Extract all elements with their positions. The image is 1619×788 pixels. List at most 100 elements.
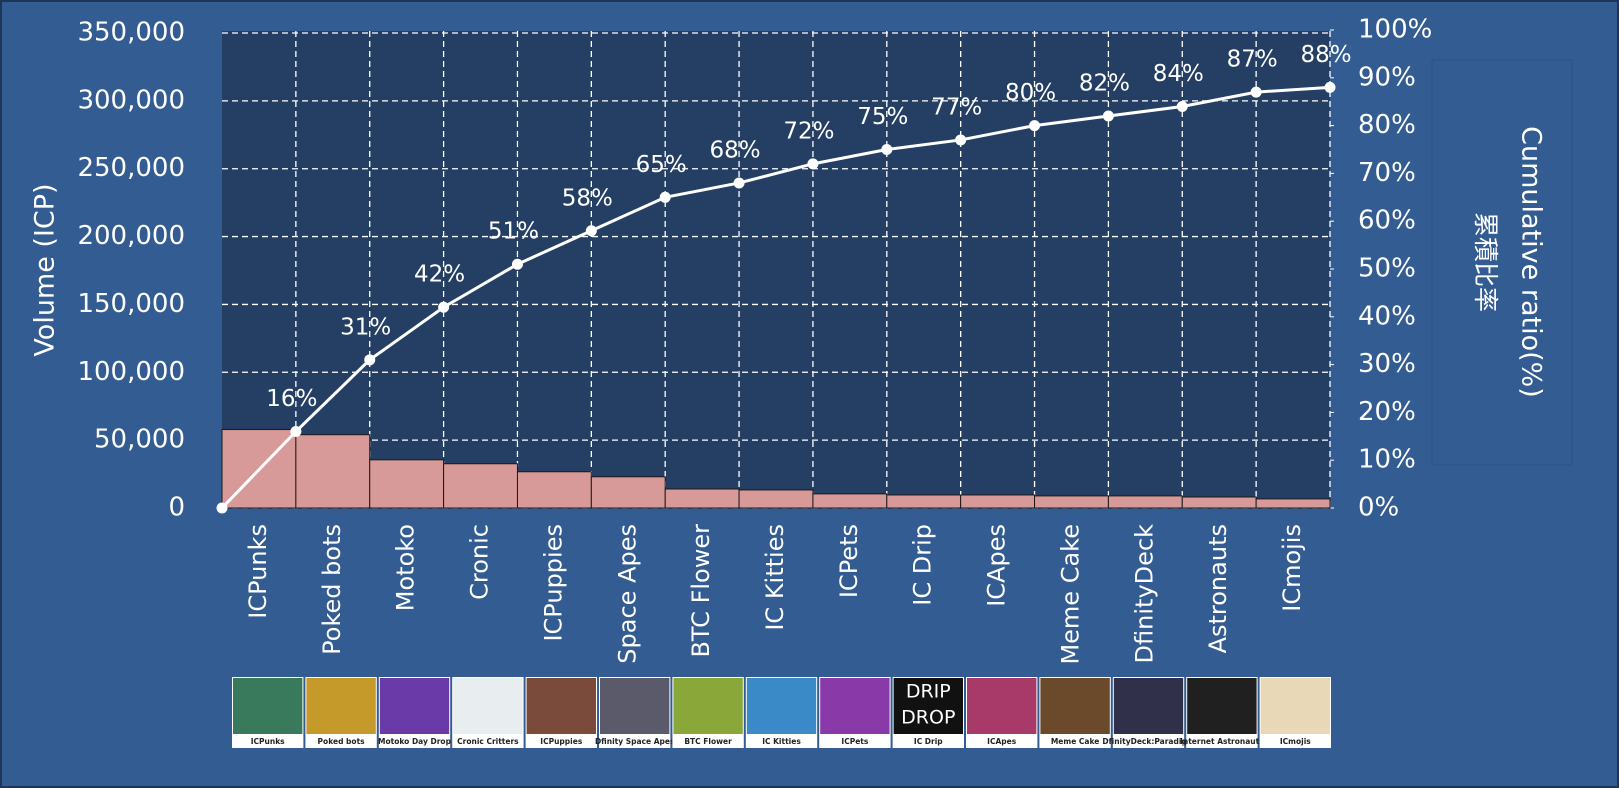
thumbnail-caption: IC Kitties	[762, 737, 801, 746]
y2-tick-label: 40%	[1358, 301, 1416, 331]
thumbnail-image	[600, 678, 670, 734]
x-tick-label: ICPuppies	[539, 524, 567, 642]
thumbnail-caption: DfinityDeck:Paradigm	[1102, 737, 1194, 746]
data-label: 16%	[266, 386, 317, 412]
bar	[1255, 498, 1331, 509]
data-label: 88%	[1300, 42, 1351, 68]
y2-tick-label: 90%	[1358, 62, 1416, 92]
line-point	[1324, 81, 1336, 93]
thumbnail-caption: BTC Flower	[684, 737, 732, 746]
data-label: 68%	[710, 137, 761, 163]
data-label: 65%	[636, 152, 687, 178]
axis-title-box	[1431, 59, 1573, 466]
thumbnail-caption: IC Drip	[914, 737, 943, 746]
x-tick-label: Astronauts	[1204, 524, 1232, 653]
y2-tick-label: 10%	[1358, 445, 1416, 475]
bar	[738, 489, 814, 509]
bar	[516, 471, 592, 509]
y2-axis-title: Cumulative ratio(%)	[1516, 126, 1547, 398]
y-tick-label: 0	[168, 493, 185, 523]
x-tick-label: DfinityDeck	[1130, 524, 1158, 664]
y2-tick-label: 0%	[1358, 493, 1399, 523]
bar	[295, 434, 371, 509]
bar	[590, 476, 666, 509]
data-label: 82%	[1079, 71, 1130, 97]
thumbnail-image	[967, 678, 1037, 734]
y2-tick-label: 60%	[1358, 206, 1416, 236]
line-point	[1102, 110, 1114, 122]
bar	[960, 494, 1036, 509]
data-label: 51%	[488, 219, 539, 245]
data-label: 31%	[340, 314, 391, 340]
y-tick-label: 300,000	[77, 85, 185, 115]
line-point	[955, 134, 967, 146]
y-tick-label: 50,000	[94, 425, 185, 455]
y2-axis-title-ja: 累積比率	[1471, 212, 1500, 312]
thumbnail-caption: Internet Astronauts	[1180, 737, 1264, 746]
thumbnail-text: DRIP	[906, 681, 951, 703]
data-label: 77%	[931, 94, 982, 120]
thumbnail-image	[746, 678, 817, 734]
y-tick-label: 150,000	[77, 289, 185, 319]
line-point	[511, 258, 523, 270]
data-label: 80%	[1005, 80, 1056, 106]
line-point	[1176, 100, 1188, 112]
line-point	[585, 225, 597, 237]
y-tick-label: 200,000	[77, 221, 185, 251]
y-axis-title: Volume (ICP)	[30, 183, 61, 356]
x-tick-label: Motoko	[392, 524, 420, 611]
origin-segment	[220, 430, 297, 510]
line-point	[1029, 120, 1041, 132]
bar	[443, 463, 518, 509]
y2-tick-label: 50%	[1358, 254, 1416, 284]
y2-tick-label: 100%	[1358, 15, 1432, 45]
bar	[886, 494, 962, 509]
bar	[1181, 496, 1257, 509]
y2-tick-label: 20%	[1358, 397, 1416, 427]
thumbnail-caption: ICPuppies	[540, 737, 583, 746]
x-tick-label: IC Drip	[909, 524, 937, 606]
bar	[369, 459, 445, 509]
line-point	[733, 177, 745, 189]
bar	[1034, 495, 1109, 509]
thumbnail-caption: Motoko Day Drop	[378, 737, 452, 746]
line-point	[807, 158, 819, 170]
bar	[664, 488, 740, 509]
thumbnail-caption: Cronic Critters	[457, 737, 519, 746]
thumbnail-image	[893, 678, 963, 734]
data-label: 84%	[1153, 61, 1204, 87]
line-point	[659, 191, 671, 203]
x-tick-label: ICmojis	[1278, 524, 1306, 612]
thumbnail-caption: Dfinity Space Apes	[595, 737, 675, 746]
plot-area	[222, 31, 1330, 508]
thumbnail-image	[1260, 678, 1330, 734]
line-point	[290, 426, 302, 438]
thumbnail-image	[1187, 678, 1257, 734]
x-tick-label: Poked bots	[318, 524, 346, 655]
y2-tick-label: 80%	[1358, 110, 1416, 140]
y-tick-label: 250,000	[77, 153, 185, 183]
y2-tick-label: 70%	[1358, 158, 1416, 188]
x-tick-label: ICPets	[835, 524, 863, 598]
thumbnail-image	[673, 678, 743, 734]
thumbnail-caption: ICmojis	[1280, 737, 1311, 746]
thumbnail-image	[453, 678, 523, 734]
y2-tick-label: 30%	[1358, 349, 1416, 379]
data-label: 75%	[857, 104, 908, 130]
thumbnail-image	[379, 678, 450, 734]
thumbnail-caption: Poked bots	[318, 737, 366, 746]
x-tick-label: ICApes	[983, 524, 1011, 607]
thumbnail-caption: Meme Cake	[1051, 737, 1100, 746]
line-point	[881, 144, 893, 155]
thumbnail-caption: ICApes	[987, 737, 1017, 746]
data-label: 58%	[562, 185, 613, 211]
thumbnail-caption: ICPets	[841, 737, 868, 746]
bar	[1107, 495, 1183, 509]
y-tick-label: 100,000	[77, 357, 185, 387]
thumbnail-caption: ICPunks	[251, 737, 285, 746]
x-tick-label: BTC Flower	[687, 524, 715, 658]
thumbnail-image	[1040, 678, 1110, 734]
x-tick-label: Meme Cake	[1056, 524, 1084, 665]
y-tick-label: 350,000	[77, 18, 185, 48]
